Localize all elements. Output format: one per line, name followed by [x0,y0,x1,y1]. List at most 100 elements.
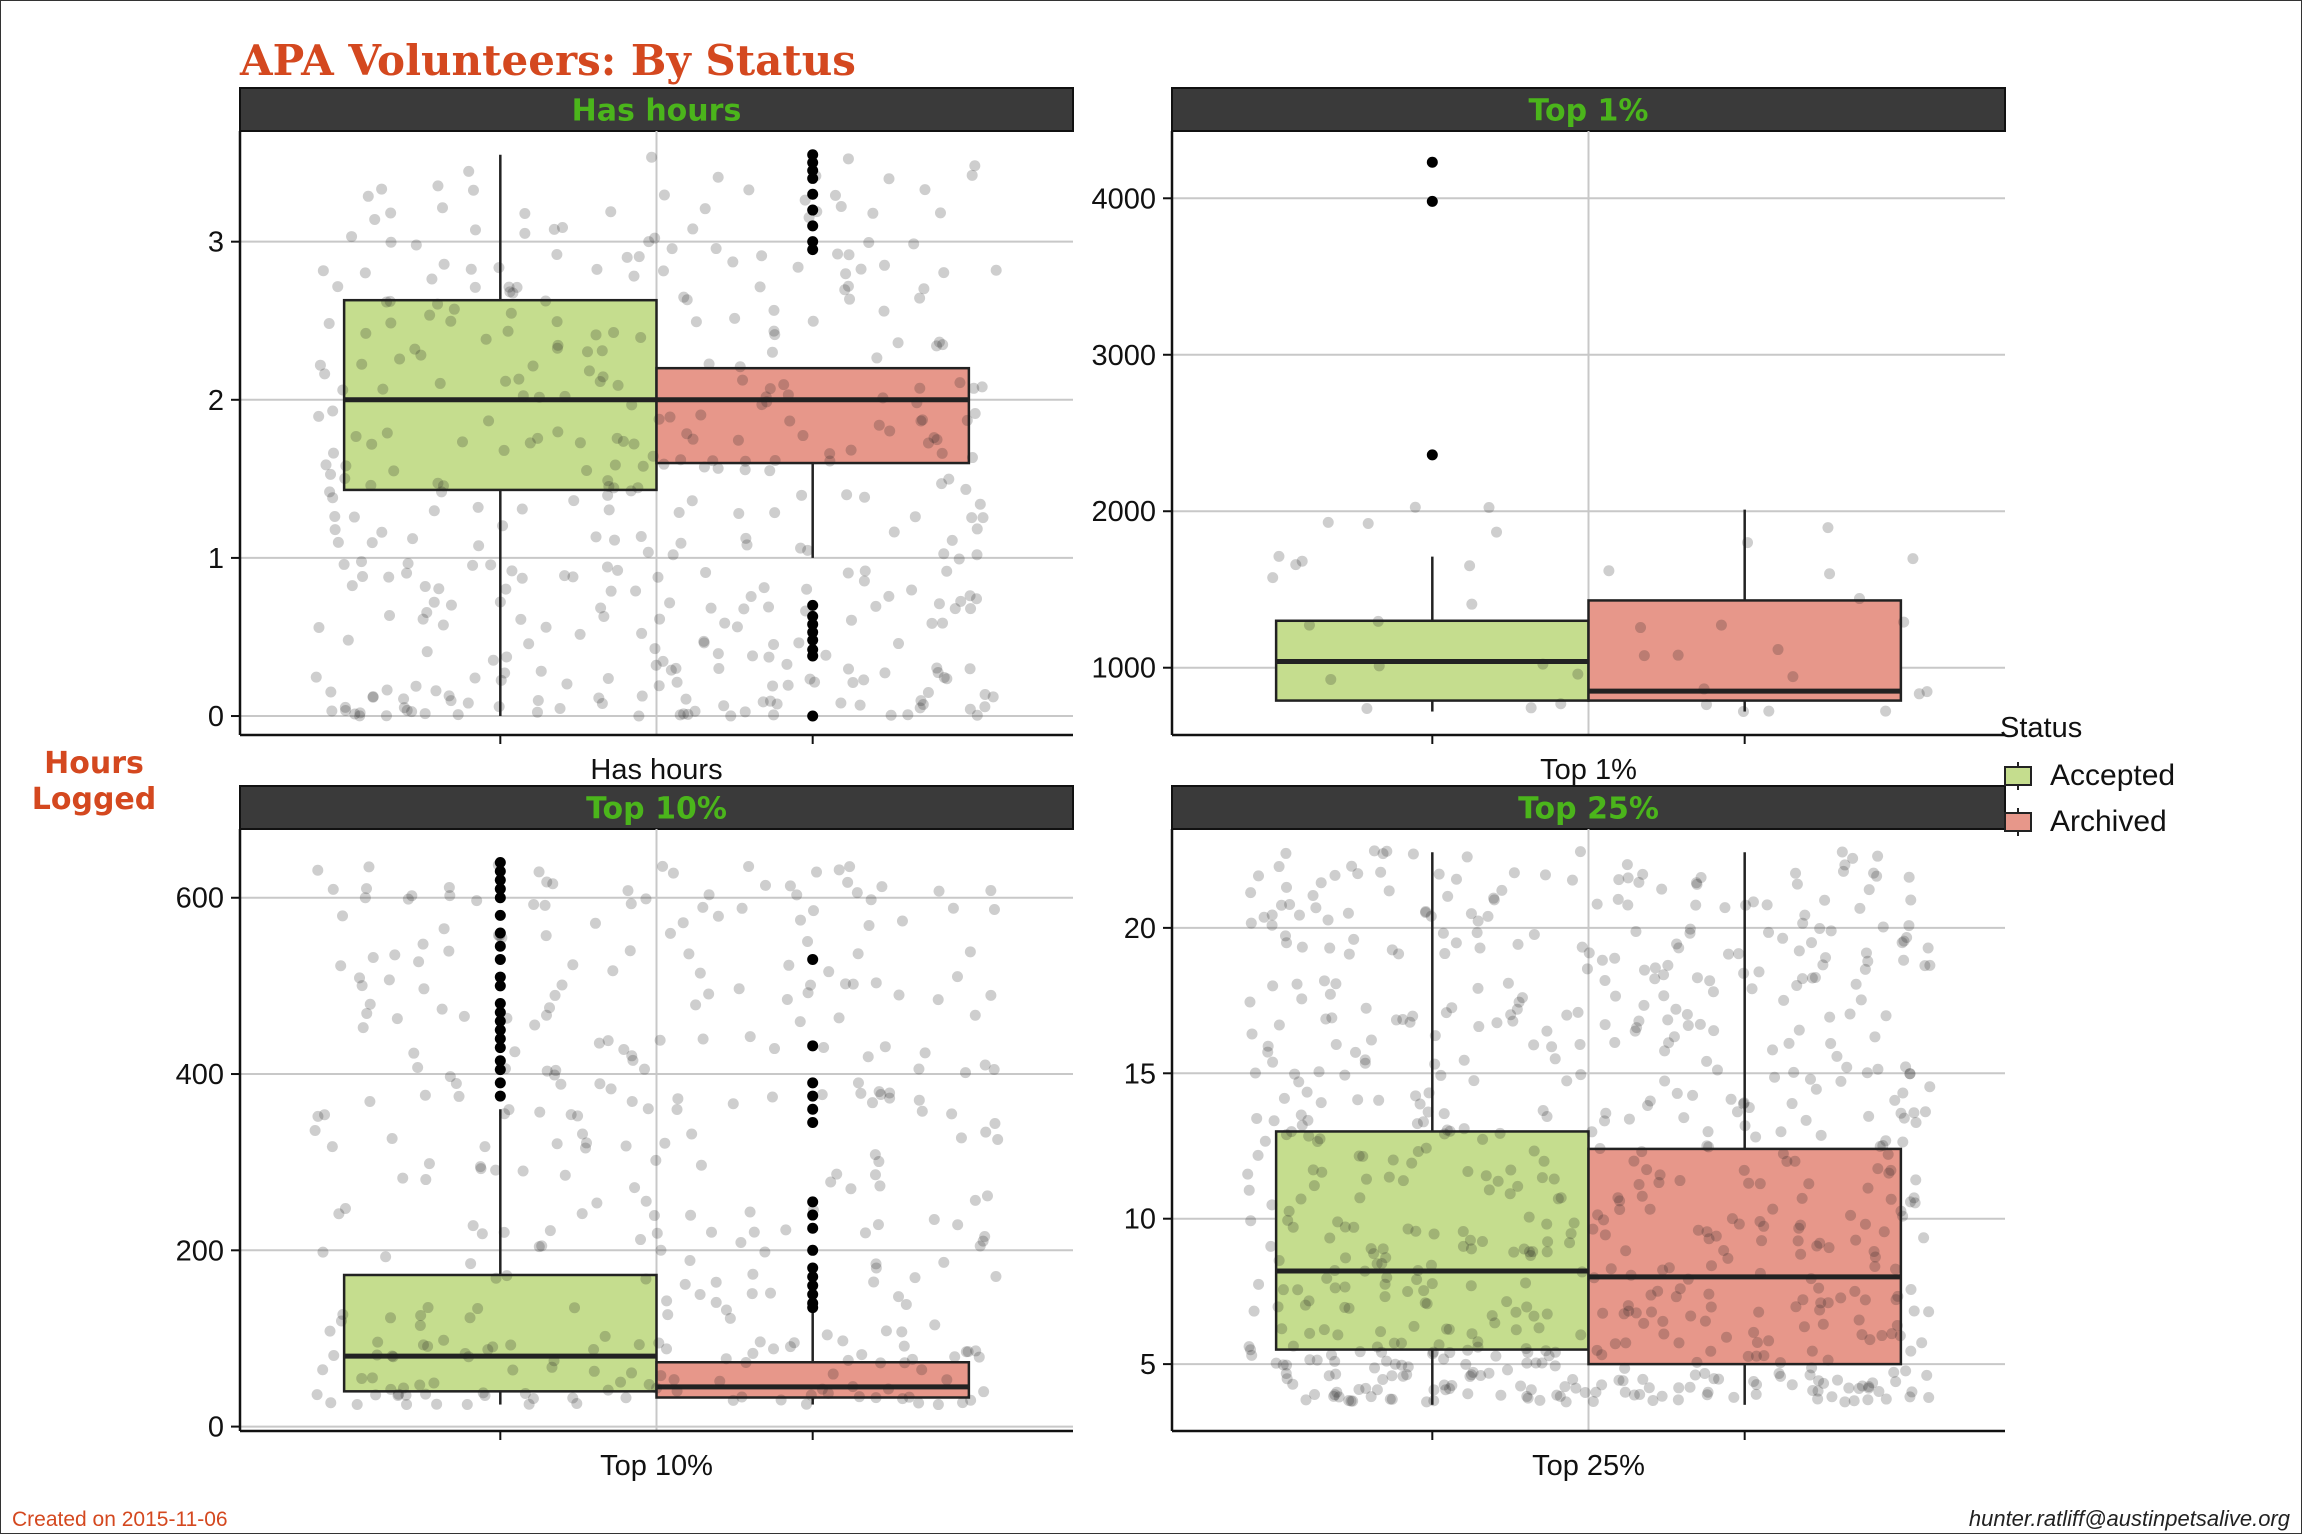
jitter-point [1443,1323,1455,1335]
jitter-point [323,317,335,329]
jitter-point [934,207,946,219]
jitter-point [1799,909,1811,921]
jitter-point [1863,884,1875,896]
jitter-point [763,651,775,663]
jitter-point [1685,1310,1697,1322]
jitter-point [565,1109,577,1121]
jitter-point [933,336,945,348]
jitter-point [1750,1350,1762,1362]
jitter-point [328,447,340,459]
jitter-point [313,410,325,422]
jitter-point [788,1337,800,1349]
jitter-point [1427,1348,1439,1360]
jitter-point [1659,1075,1671,1087]
outlier-point [494,892,506,904]
jitter-point [398,693,410,705]
jitter-point [675,537,687,549]
jitter-point [519,1387,531,1399]
jitter-point [913,1397,925,1409]
jitter-point [1303,619,1315,631]
jitter-point [903,1391,915,1403]
outlier-point [807,1117,819,1129]
jitter-point [858,674,870,686]
jitter-point [591,1197,603,1209]
jitter-point [1740,899,1752,911]
jitter-point [1781,1155,1793,1167]
jitter-point [979,1059,991,1071]
jitter-point [879,667,891,679]
jitter-point [1390,1014,1402,1026]
jitter-point [1658,1328,1670,1340]
jitter-point [443,690,455,702]
jitter-point [1815,1129,1827,1141]
jitter-point [394,353,406,365]
jitter-point [1715,619,1727,631]
jitter-point [1750,1131,1762,1143]
jitter-point [917,698,929,710]
jitter-point [1483,1184,1495,1196]
jitter-point [856,1349,868,1361]
jitter-point [1287,1378,1299,1390]
jitter-point [312,1110,324,1122]
jitter-point [782,679,794,691]
jitter-point [840,978,852,990]
jitter-point [1483,502,1495,514]
jitter-point [1790,867,1802,879]
jitter-point [370,1389,382,1401]
jitter-point [1898,954,1910,966]
jitter-point [1614,1195,1626,1207]
jitter-point [712,648,724,660]
jitter-point [1371,1384,1383,1396]
jitter-point [1605,1263,1617,1275]
jitter-point [541,876,553,888]
jitter-point [1867,1377,1879,1389]
jitter-point [361,883,373,895]
jitter-point [888,526,900,538]
jitter-point [931,662,943,674]
jitter-point [844,861,856,873]
jitter-point [868,1276,880,1288]
jitter-point [408,1047,420,1059]
jitter-point [340,460,352,472]
jitter-point [500,375,512,387]
jitter-point [1820,952,1832,964]
jitter-point [635,1234,647,1246]
jitter-point [843,249,855,261]
jitter-point [1507,1015,1519,1027]
jitter-point [933,598,945,610]
jitter-point [1332,1329,1344,1341]
jitter-point [768,638,780,650]
jitter-point [1647,1395,1659,1407]
jitter-point [1572,668,1584,680]
jitter-point [620,1392,632,1404]
x-axis-label: Top 25% [1532,1450,1645,1482]
jitter-point [1701,1389,1713,1401]
jitter-point [842,1354,854,1366]
jitter-point [1333,1391,1345,1403]
jitter-point [870,977,882,989]
jitter-point [1322,914,1334,926]
jitter-point [1880,1135,1892,1147]
jitter-point [1377,1243,1389,1255]
jitter-point [1512,938,1524,950]
jitter-point [1806,1345,1818,1357]
jitter-point [1839,1396,1851,1408]
jitter-point [1491,1017,1503,1029]
jitter-point [568,495,580,507]
jitter-point [337,910,349,922]
jitter-point [1824,568,1836,580]
jitter-point [1359,1057,1371,1069]
jitter-point [657,860,669,872]
jitter-point [1501,1296,1513,1308]
jitter-point [1572,1006,1584,1018]
jitter-point [781,993,793,1005]
jitter-point [1300,1394,1312,1406]
jitter-point [778,379,790,391]
jitter-point [969,407,981,419]
jitter-point [414,1379,426,1391]
jitter-point [494,596,506,608]
jitter-point [1826,1391,1838,1403]
jitter-point [1806,1362,1818,1374]
jitter-point [426,273,438,285]
jitter-point [1265,1240,1277,1252]
